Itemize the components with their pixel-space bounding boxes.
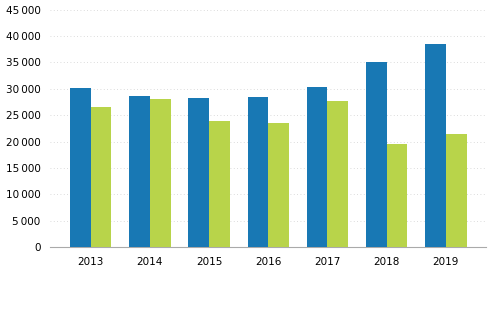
Bar [425, 44, 446, 247]
Bar [247, 97, 268, 247]
Bar [209, 121, 230, 247]
Bar [91, 107, 111, 247]
Legend: Enterprise openings, Enterprise  closures: Enterprise openings, Enterprise closures [139, 305, 398, 309]
Bar [70, 88, 91, 247]
Bar [387, 144, 407, 247]
Bar [129, 96, 150, 247]
Bar [366, 62, 387, 247]
Bar [328, 101, 348, 247]
Bar [150, 99, 171, 247]
Bar [188, 98, 209, 247]
Bar [268, 123, 289, 247]
Bar [446, 134, 466, 247]
Bar [307, 87, 328, 247]
